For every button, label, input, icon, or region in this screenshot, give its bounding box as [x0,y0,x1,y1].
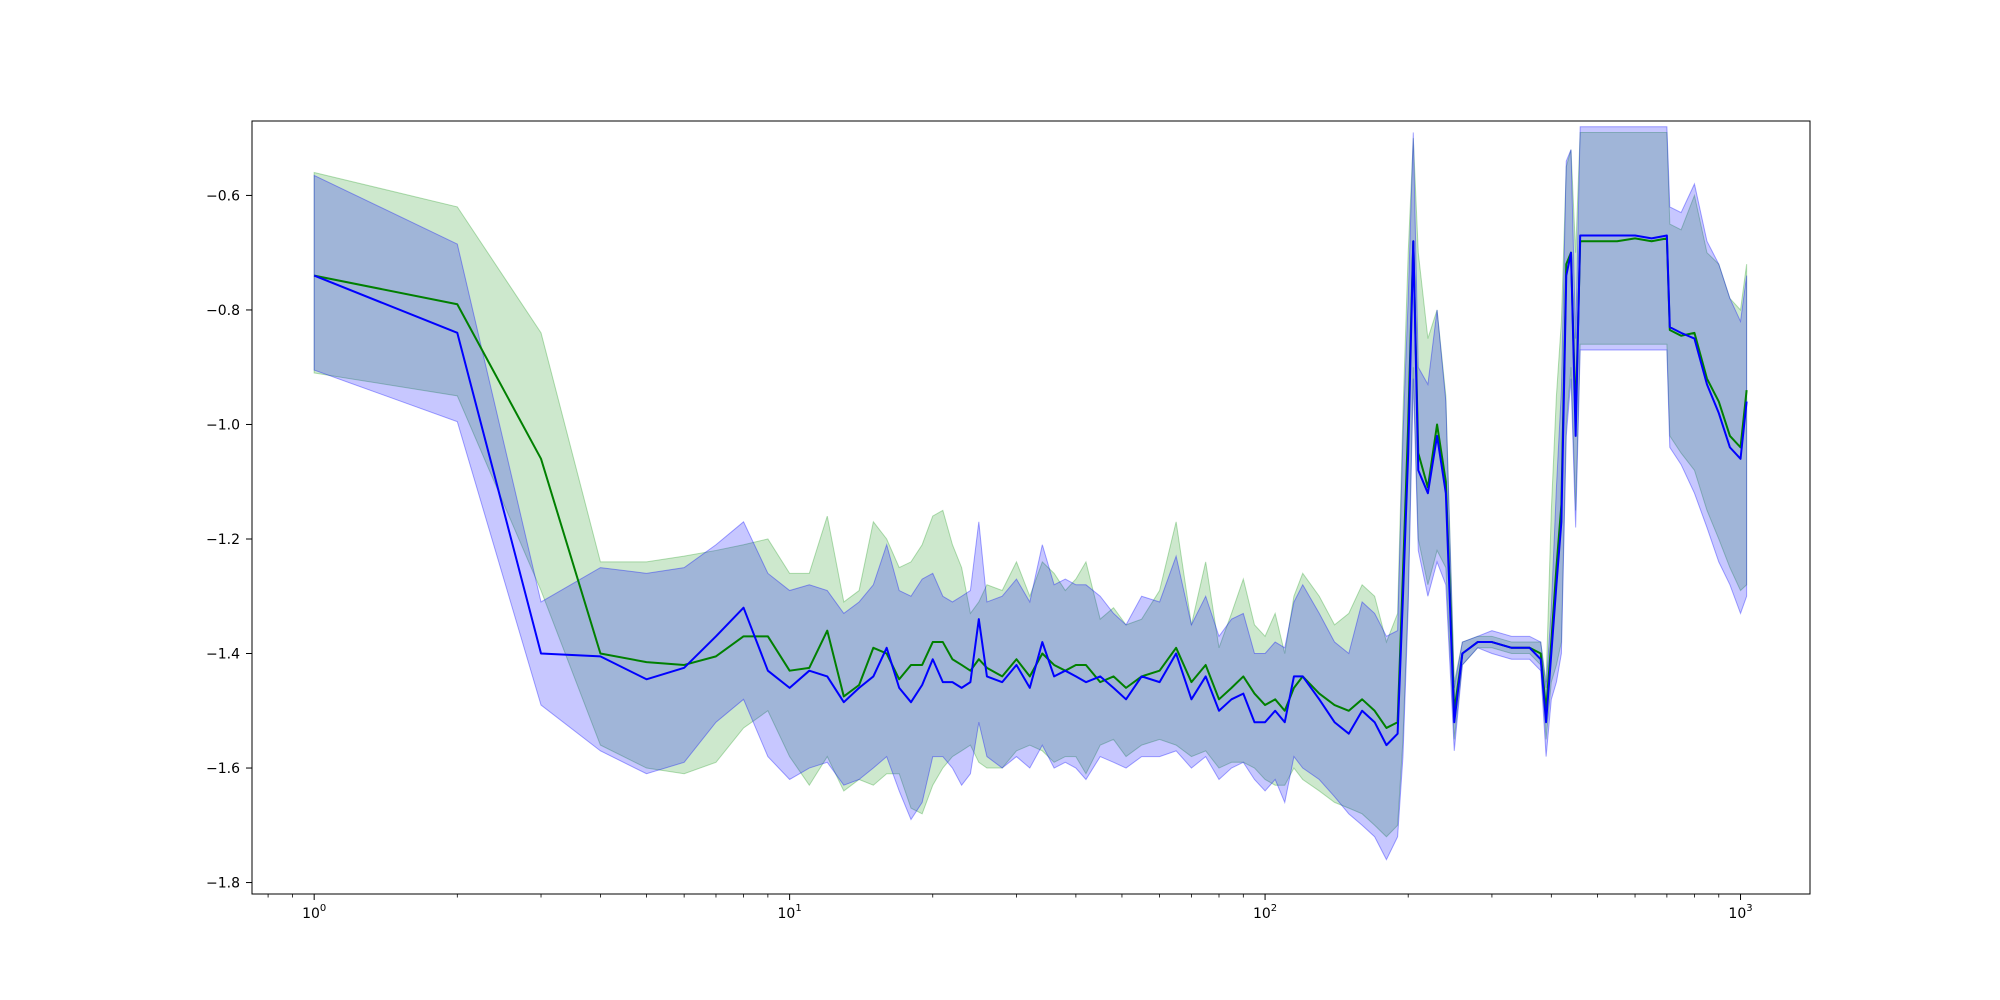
x-axis: 100 101 102 103 [267,894,1753,922]
x-tick-exponent: 0 [320,903,326,914]
x-tick-label: 102 [1253,903,1277,922]
y-tick-label: −1.2 [206,532,240,548]
x-tick-exponent: 1 [795,903,801,914]
x-tick-base: 10 [778,906,796,922]
series-2-line [313,234,1748,747]
y-tick-label: −1.6 [206,761,240,777]
x-tick-label: 100 [302,903,326,922]
series-1-band [313,131,1748,838]
x-tick-exponent: 3 [1746,903,1752,914]
x-tick-label: 103 [1728,903,1752,922]
x-tick-base: 10 [302,906,320,922]
plot-area [313,126,1748,861]
x-tick-exponent: 2 [1271,903,1277,914]
y-tick-label: −0.8 [206,303,240,319]
y-tick-label: −1.8 [206,876,240,892]
y-axis: −0.6 −0.8 −1.0 −1.2 −1.4 −1.6 −1.8 [206,188,252,892]
x-tick-base: 10 [1253,906,1271,922]
y-tick-label: −0.6 [206,188,240,204]
x-tick-base: 10 [1728,906,1746,922]
y-tick-label: −1.0 [206,417,240,433]
plot-frame [251,120,1811,895]
series-2-band [313,126,1748,861]
y-tick-label: −1.4 [206,647,240,663]
x-tick-label: 101 [778,903,802,922]
